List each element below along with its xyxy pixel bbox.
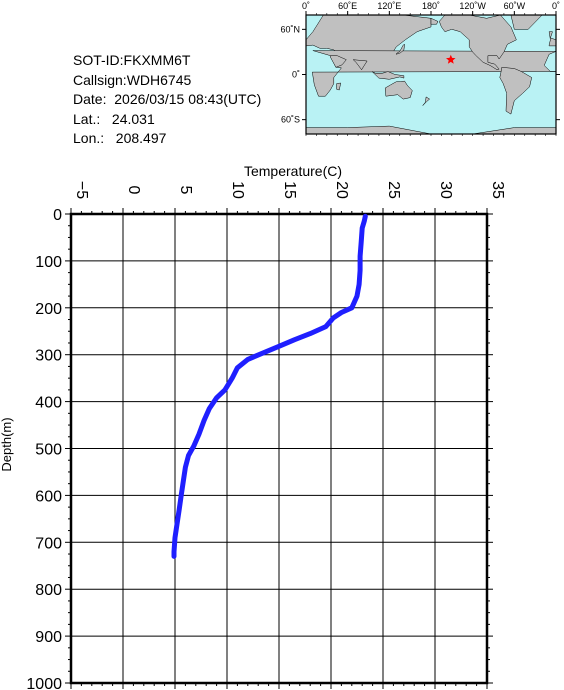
land-shape xyxy=(439,14,517,70)
x-tick-label: −5 xyxy=(73,181,90,199)
y-tick-label: 800 xyxy=(35,582,62,599)
date-text: Date: 2026/03/15 08:43(UTC) xyxy=(73,91,262,107)
x-tick-label: 20 xyxy=(333,181,350,199)
plot-frame xyxy=(69,212,489,685)
x-tick-label: 25 xyxy=(385,181,402,199)
land-shape xyxy=(430,17,439,25)
y-tick-label: 500 xyxy=(35,442,62,459)
land-shape xyxy=(371,71,405,80)
y-tick-label: 600 xyxy=(35,488,62,505)
x-tick-label: 30 xyxy=(437,181,454,199)
float-info-panel: SOT-ID:FKXMM6T Callsign:WDH6745 Date: 20… xyxy=(73,51,261,149)
map-lat-label: 60˚S xyxy=(281,115,300,125)
y-tick-label: 200 xyxy=(35,301,62,318)
land-shape xyxy=(499,67,532,115)
y-tick-label: 900 xyxy=(35,629,62,646)
y-tick-label: 1000 xyxy=(26,676,62,690)
x-axis-label: Temperature(C) xyxy=(244,163,342,179)
longitude-text: Lon.: 208.497 xyxy=(73,130,167,146)
land-shape xyxy=(422,96,431,106)
land-shape xyxy=(336,82,342,91)
map-lat-label: 60˚N xyxy=(280,24,300,34)
x-tick-label: 5 xyxy=(177,186,194,195)
x-tick-label: 15 xyxy=(281,181,298,199)
y-tick-label: 0 xyxy=(53,207,62,224)
map-lat-label: 0˚ xyxy=(292,70,300,80)
x-tick-label: 35 xyxy=(489,181,506,199)
map-lon-label: 60˚W xyxy=(504,1,526,11)
y-tick-label: 300 xyxy=(35,348,62,365)
float-position-marker xyxy=(446,54,456,64)
map-lon-label: 60˚E xyxy=(338,1,357,11)
temperature-profile-line xyxy=(171,213,368,559)
sot-id-text: SOT-ID:FKXMM6T xyxy=(73,52,191,68)
latitude-text: Lat.: 24.031 xyxy=(73,110,155,127)
land-shape xyxy=(384,80,413,100)
map-lon-label: 0˚ xyxy=(552,1,560,11)
world-map: 0˚ 60˚E 120˚E 180˚ 120˚W 60˚W 0˚ 60˚N 0˚ 60˚S xyxy=(280,1,560,136)
x-tick-label: 10 xyxy=(229,181,246,199)
land-shape xyxy=(312,50,557,97)
map-lon-label: 0˚ xyxy=(302,1,310,11)
land-shape xyxy=(396,43,405,55)
x-tick-label: 0 xyxy=(125,186,142,195)
y-tick-label: 100 xyxy=(35,254,62,271)
y-axis-label: Depth(m) xyxy=(0,417,14,471)
callsign-text: Callsign:WDH6745 xyxy=(73,71,192,88)
y-tick-label: 400 xyxy=(35,395,62,412)
y-tick-label: 700 xyxy=(35,535,62,552)
land-shape xyxy=(330,55,347,68)
land-shape xyxy=(352,59,368,71)
map-lon-label: 180˚ xyxy=(422,1,440,11)
map-lon-label: 120˚E xyxy=(377,1,401,11)
map-lon-label: 120˚W xyxy=(459,1,486,11)
